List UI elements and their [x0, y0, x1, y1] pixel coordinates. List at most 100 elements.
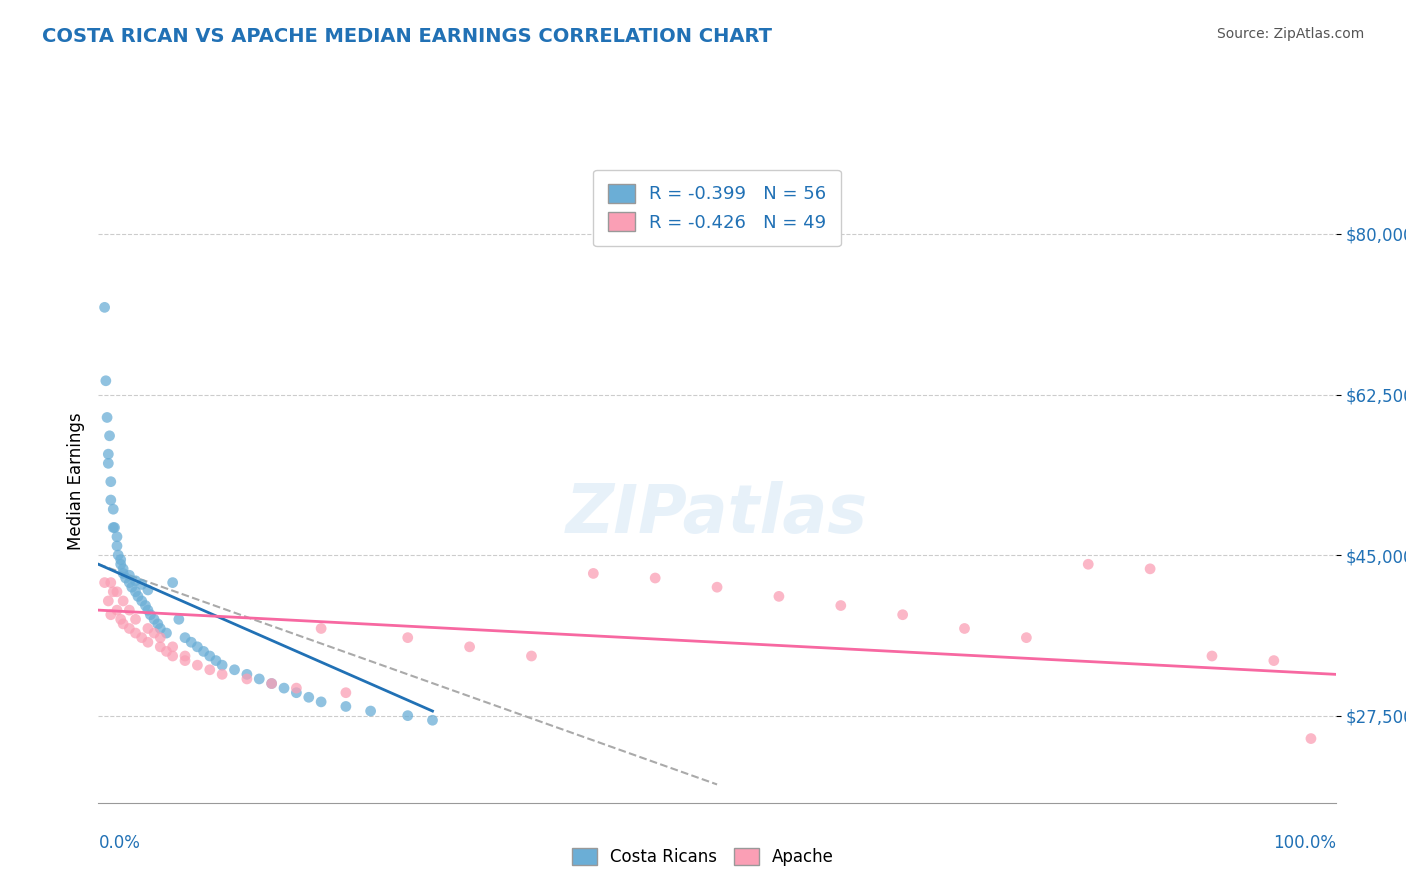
Legend: R = -0.399   N = 56, R = -0.426   N = 49: R = -0.399 N = 56, R = -0.426 N = 49	[593, 169, 841, 246]
Point	[211, 658, 233, 673]
Point	[149, 631, 172, 645]
Point	[105, 539, 128, 553]
Point	[146, 616, 169, 631]
Point	[105, 530, 128, 544]
Point	[93, 301, 115, 315]
Point	[103, 520, 125, 534]
Y-axis label: Median Earnings: Median Earnings	[66, 413, 84, 550]
Point	[93, 575, 115, 590]
Point	[830, 599, 852, 613]
Point	[112, 562, 135, 576]
Point	[112, 616, 135, 631]
Text: 0.0%: 0.0%	[98, 834, 141, 852]
Point	[644, 571, 666, 585]
Point	[105, 603, 128, 617]
Point	[1077, 558, 1099, 572]
Point	[100, 575, 122, 590]
Point	[118, 575, 141, 590]
Point	[174, 648, 197, 663]
Point	[118, 603, 141, 617]
Point	[247, 672, 270, 686]
Point	[162, 640, 184, 654]
Point	[186, 640, 208, 654]
Point	[180, 635, 202, 649]
Point	[103, 584, 125, 599]
Point	[98, 429, 121, 443]
Point	[136, 622, 159, 636]
Point	[105, 584, 128, 599]
Point	[136, 635, 159, 649]
Point	[309, 622, 332, 636]
Point	[124, 574, 146, 588]
Point	[706, 580, 728, 594]
Point	[335, 699, 357, 714]
Point	[134, 599, 156, 613]
Text: 100.0%: 100.0%	[1272, 834, 1336, 852]
Point	[335, 686, 357, 700]
Point	[107, 548, 129, 562]
Text: ZIPatlas: ZIPatlas	[567, 481, 868, 547]
Point	[162, 575, 184, 590]
Point	[1201, 648, 1223, 663]
Legend: Costa Ricans, Apache: Costa Ricans, Apache	[564, 840, 842, 875]
Point	[458, 640, 481, 654]
Point	[124, 584, 146, 599]
Point	[112, 566, 135, 581]
Point	[114, 571, 136, 585]
Point	[100, 475, 122, 489]
Point	[96, 410, 118, 425]
Point	[309, 695, 332, 709]
Point	[97, 456, 120, 470]
Point	[260, 676, 283, 690]
Point	[273, 681, 295, 695]
Point	[396, 708, 419, 723]
Point	[127, 590, 149, 604]
Point	[139, 607, 162, 622]
Point	[768, 590, 790, 604]
Point	[149, 640, 172, 654]
Point	[155, 644, 177, 658]
Point	[236, 667, 259, 681]
Point	[136, 603, 159, 617]
Point	[124, 612, 146, 626]
Point	[121, 580, 143, 594]
Point	[953, 622, 976, 636]
Point	[112, 594, 135, 608]
Point	[131, 594, 153, 608]
Point	[155, 626, 177, 640]
Point	[520, 648, 543, 663]
Point	[198, 648, 221, 663]
Point	[174, 631, 197, 645]
Point	[193, 644, 215, 658]
Point	[186, 658, 208, 673]
Point	[131, 577, 153, 591]
Point	[360, 704, 382, 718]
Point	[110, 552, 132, 566]
Point	[198, 663, 221, 677]
Point	[396, 631, 419, 645]
Point	[205, 654, 228, 668]
Point	[94, 374, 117, 388]
Point	[100, 607, 122, 622]
Point	[174, 654, 197, 668]
Point	[260, 676, 283, 690]
Point	[110, 558, 132, 572]
Point	[118, 622, 141, 636]
Point	[136, 582, 159, 597]
Point	[224, 663, 246, 677]
Point	[131, 631, 153, 645]
Point	[143, 612, 166, 626]
Point	[422, 713, 444, 727]
Point	[285, 686, 308, 700]
Point	[110, 612, 132, 626]
Point	[1015, 631, 1038, 645]
Point	[162, 648, 184, 663]
Point	[236, 672, 259, 686]
Text: Source: ZipAtlas.com: Source: ZipAtlas.com	[1216, 27, 1364, 41]
Point	[143, 626, 166, 640]
Point	[1299, 731, 1322, 746]
Point	[97, 447, 120, 461]
Point	[1139, 562, 1161, 576]
Point	[103, 520, 125, 534]
Point	[118, 568, 141, 582]
